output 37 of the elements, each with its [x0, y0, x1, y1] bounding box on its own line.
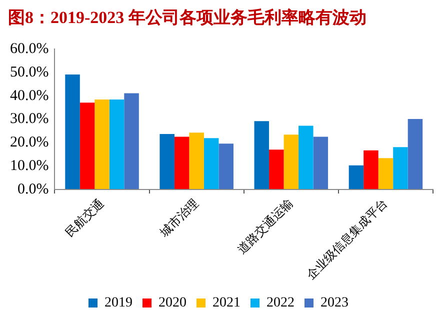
- bar: [160, 134, 174, 189]
- y-tick-label: 20.0%: [10, 134, 49, 151]
- bar: [189, 132, 204, 189]
- y-tick-label: 40.0%: [10, 88, 49, 104]
- x-tick-label: 城市治理: [156, 196, 201, 241]
- bar: [254, 121, 270, 189]
- y-tick-label: 0.0%: [17, 181, 49, 198]
- bar: [364, 150, 378, 189]
- legend-label: 2023: [320, 296, 348, 311]
- bar: [124, 93, 139, 189]
- x-tick-label: 民航交通: [62, 196, 106, 240]
- bar: [174, 136, 190, 189]
- bar: [218, 144, 234, 189]
- legend-label: 2021: [212, 296, 240, 311]
- x-tick-label: 道路交通运输: [234, 196, 296, 257]
- bar: [393, 147, 408, 189]
- legend-label: 2020: [158, 296, 186, 311]
- bar: [348, 165, 364, 189]
- bar: [378, 158, 394, 189]
- y-tick-label: 10.0%: [10, 158, 49, 174]
- bar: [204, 138, 219, 189]
- bar: [298, 126, 314, 189]
- chart-title: 图8：2019-2023 年公司各项业务毛利率略有波动: [8, 7, 366, 29]
- bar: [80, 102, 95, 189]
- y-tick-label: 50.0%: [10, 64, 49, 80]
- bar: [284, 134, 299, 189]
- legend-label: 2022: [266, 296, 294, 311]
- bar: [269, 150, 284, 189]
- bar: [313, 136, 328, 189]
- bar: [109, 100, 124, 189]
- bar: [94, 100, 110, 189]
- x-tick-label: 企业级信息集成平台: [304, 196, 390, 282]
- bar: [65, 74, 80, 189]
- y-tick-label: 30.0%: [10, 111, 49, 128]
- y-tick-label: 60.0%: [10, 40, 49, 57]
- bar: [408, 118, 423, 189]
- legend-label: 2019: [104, 296, 132, 311]
